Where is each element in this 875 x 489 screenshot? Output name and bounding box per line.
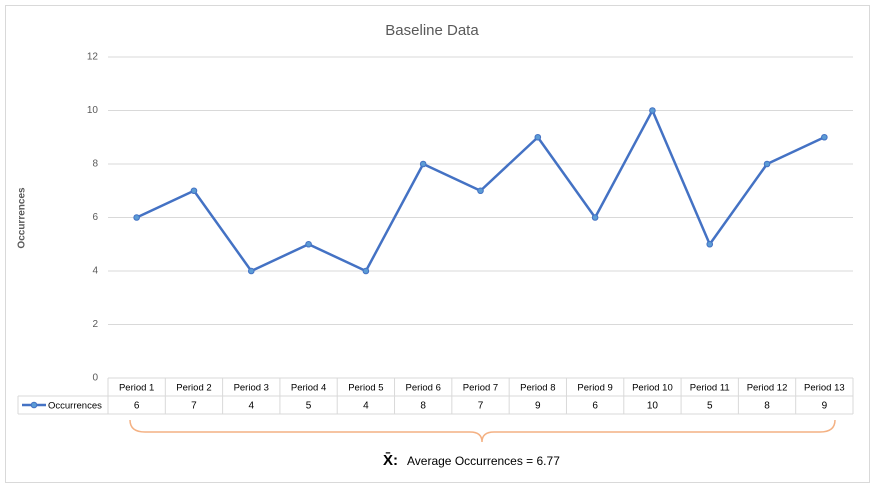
table-value: 9 [822,401,828,412]
annotation: Average Occurrences = 6.77 [407,454,560,468]
y-tick-label: 0 [92,373,98,384]
y-tick-label: 8 [92,159,98,170]
point [419,160,427,168]
x-tick-label: Period 6 [405,383,440,394]
x-tick-label: Period 1 [119,383,154,394]
point [706,240,714,248]
annotation-symbol: X̄: [383,451,398,469]
x-tick-label: Period 13 [804,383,845,394]
x-tick-label: Period 8 [520,383,555,394]
point [649,107,656,114]
point [247,267,255,275]
table-value: 10 [647,401,659,412]
brace [129,419,836,443]
legend-label: Occurrences [48,401,102,412]
legend-key-marker [30,401,38,409]
point [591,214,599,221]
point [477,187,484,195]
point [534,133,542,141]
table-value: 7 [191,401,197,412]
point [821,133,828,141]
y-tick-label: 10 [87,105,99,116]
y-tick-label: 2 [92,319,98,330]
chart-frame [5,5,870,483]
x-tick-label: Period 3 [234,383,269,394]
x-tick-label: Period 9 [577,383,612,394]
point [133,214,140,221]
table-value: 8 [420,401,426,412]
x-tick-label: Period 11 [690,383,730,394]
table-value: 6 [592,401,598,412]
table-value: 9 [535,401,541,412]
point [763,160,771,168]
table-value: 5 [707,401,713,412]
table-value: 7 [478,401,484,412]
y-tick-label: 12 [87,52,99,63]
x-tick-label: Period 7 [463,383,498,394]
chart-title: Baseline Data [385,22,479,39]
x-tick-label: Period 2 [176,383,211,394]
y-tick-label: 6 [92,212,98,223]
y-axis-label: Occurrences [17,187,28,249]
x-tick-label: Period 4 [291,383,326,394]
table-value: 4 [363,401,369,412]
point [362,267,370,275]
x-tick-label: Period 12 [747,383,788,394]
x-tick-label: Period 10 [632,383,673,394]
table-value: 8 [764,401,770,412]
y-tick-label: 4 [92,266,98,277]
point [305,240,312,248]
x-tick-label: Period 5 [348,383,383,394]
table-value: 6 [134,401,140,412]
table-value: 4 [248,401,254,412]
table-value: 5 [306,401,312,412]
point [190,187,198,195]
